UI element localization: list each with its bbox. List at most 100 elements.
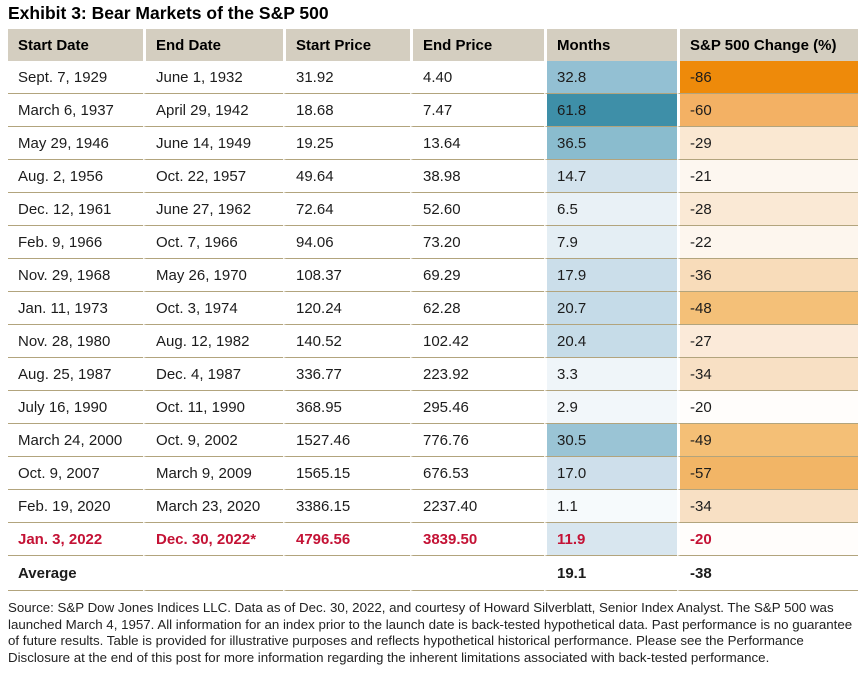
cell-start-date: Nov. 29, 1968	[8, 259, 143, 292]
cell-end-price: 295.46	[410, 391, 544, 424]
cell-months: 7.9	[544, 226, 677, 259]
cell-change: -57	[677, 457, 858, 490]
table-row: March 24, 2000 Oct. 9, 2002 1527.46 776.76 3…	[8, 424, 858, 457]
cell-start-price: 18.68	[283, 94, 410, 127]
cell-start-date: Aug. 2, 1956	[8, 160, 143, 193]
cell-end-price: 69.29	[410, 259, 544, 292]
column-header: Start Date	[8, 29, 143, 61]
cell-start-date: July 16, 1990	[8, 391, 143, 424]
cell-end-price: 52.60	[410, 193, 544, 226]
cell-start-date: Jan. 3, 2022	[8, 523, 143, 556]
cell-start-price: 1527.46	[283, 424, 410, 457]
cell-months: 36.5	[544, 127, 677, 160]
cell-change: -48	[677, 292, 858, 325]
table-row: Nov. 28, 1980 Aug. 12, 1982 140.52 102.42 20…	[8, 325, 858, 358]
table-body: Sept. 7, 1929 June 1, 1932 31.92 4.40 32.8 -8…	[8, 61, 858, 556]
cell-start-date: March 6, 1937	[8, 94, 143, 127]
cell-start-date: Feb. 9, 1966	[8, 226, 143, 259]
cell-months: 17.0	[544, 457, 677, 490]
table-row: May 29, 1946 June 14, 1949 19.25 13.64 36.5-…	[8, 127, 858, 160]
table-row: Feb. 19, 2020 March 23, 2020 3386.15 2237.4…	[8, 490, 858, 523]
average-label: Average	[8, 556, 143, 591]
exhibit-page: Exhibit 3: Bear Markets of the S&P 500 S…	[8, 3, 858, 665]
cell-change: -60	[677, 94, 858, 127]
cell-end-price: 102.42	[410, 325, 544, 358]
cell-end-date: June 14, 1949	[143, 127, 283, 160]
column-header: End Date	[143, 29, 283, 61]
cell-end-price: 2237.40	[410, 490, 544, 523]
cell-end-price: 38.98	[410, 160, 544, 193]
cell-end-date: Aug. 12, 1982	[143, 325, 283, 358]
cell-start-price: 1565.15	[283, 457, 410, 490]
cell-change: -21	[677, 160, 858, 193]
cell-start-date: March 24, 2000	[8, 424, 143, 457]
cell-months: 3.3	[544, 358, 677, 391]
cell-months: 6.5	[544, 193, 677, 226]
source-footnote: Source: S&P Dow Jones Indices LLC. Data …	[8, 600, 853, 665]
cell-end-date: March 23, 2020	[143, 490, 283, 523]
cell-months: 2.9	[544, 391, 677, 424]
cell-end-price: 223.92	[410, 358, 544, 391]
column-header: End Price	[410, 29, 544, 61]
cell-months: 61.8	[544, 94, 677, 127]
cell-months: 32.8	[544, 61, 677, 94]
average-row: Average 19.1 -38	[8, 556, 858, 591]
cell-months: 14.7	[544, 160, 677, 193]
cell-start-price: 49.64	[283, 160, 410, 193]
cell-end-price: 3839.50	[410, 523, 544, 556]
cell-start-date: May 29, 1946	[8, 127, 143, 160]
table-header: Start Date End Date Start Price End Price Mo…	[8, 29, 858, 61]
column-header: S&P 500 Change (%)	[677, 29, 858, 61]
table-row: March 6, 1937 April 29, 1942 18.68 7.47 61.8…	[8, 94, 858, 127]
cell-end-date: Dec. 30, 2022*	[143, 523, 283, 556]
cell-start-price: 368.95	[283, 391, 410, 424]
cell-change: -22	[677, 226, 858, 259]
cell-change: -20	[677, 523, 858, 556]
cell-start-price: 336.77	[283, 358, 410, 391]
cell-end-price: 4.40	[410, 61, 544, 94]
cell-end-price: 62.28	[410, 292, 544, 325]
cell-start-price: 4796.56	[283, 523, 410, 556]
cell-months: 30.5	[544, 424, 677, 457]
average-start-price	[283, 556, 410, 591]
cell-months: 17.9	[544, 259, 677, 292]
average-months: 19.1	[544, 556, 677, 591]
cell-end-date: June 1, 1932	[143, 61, 283, 94]
column-header: Months	[544, 29, 677, 61]
table-row: Jan. 3, 2022 Dec. 30, 2022* 4796.56 3839.50…	[8, 523, 858, 556]
cell-end-date: Oct. 22, 1957	[143, 160, 283, 193]
table-row: Aug. 2, 1956 Oct. 22, 1957 49.64 38.98 14.7-…	[8, 160, 858, 193]
cell-start-date: Oct. 9, 2007	[8, 457, 143, 490]
cell-end-date: April 29, 1942	[143, 94, 283, 127]
cell-start-price: 120.24	[283, 292, 410, 325]
cell-start-date: Sept. 7, 1929	[8, 61, 143, 94]
cell-start-price: 94.06	[283, 226, 410, 259]
bear-markets-table: Start Date End Date Start Price End Price Mo…	[8, 29, 858, 591]
cell-start-date: Dec. 12, 1961	[8, 193, 143, 226]
table-row: Aug. 25, 1987 Dec. 4, 1987 336.77 223.92 3.3…	[8, 358, 858, 391]
cell-end-price: 776.76	[410, 424, 544, 457]
cell-end-price: 676.53	[410, 457, 544, 490]
cell-start-price: 140.52	[283, 325, 410, 358]
cell-months: 11.9	[544, 523, 677, 556]
cell-start-price: 31.92	[283, 61, 410, 94]
cell-months: 1.1	[544, 490, 677, 523]
cell-change: -28	[677, 193, 858, 226]
cell-change: -29	[677, 127, 858, 160]
page-title: Exhibit 3: Bear Markets of the S&P 500	[8, 3, 329, 23]
cell-start-date: Aug. 25, 1987	[8, 358, 143, 391]
cell-end-date: Oct. 7, 1966	[143, 226, 283, 259]
cell-end-date: March 9, 2009	[143, 457, 283, 490]
cell-change: -36	[677, 259, 858, 292]
cell-end-date: June 27, 1962	[143, 193, 283, 226]
cell-change: -49	[677, 424, 858, 457]
cell-end-price: 13.64	[410, 127, 544, 160]
cell-months: 20.4	[544, 325, 677, 358]
cell-end-date: May 26, 1970	[143, 259, 283, 292]
average-end-price	[410, 556, 544, 591]
cell-change: -27	[677, 325, 858, 358]
cell-change: -86	[677, 61, 858, 94]
cell-start-date: Feb. 19, 2020	[8, 490, 143, 523]
table-row: Dec. 12, 1961 June 27, 1962 72.64 52.60 6.5-…	[8, 193, 858, 226]
cell-end-date: Oct. 11, 1990	[143, 391, 283, 424]
